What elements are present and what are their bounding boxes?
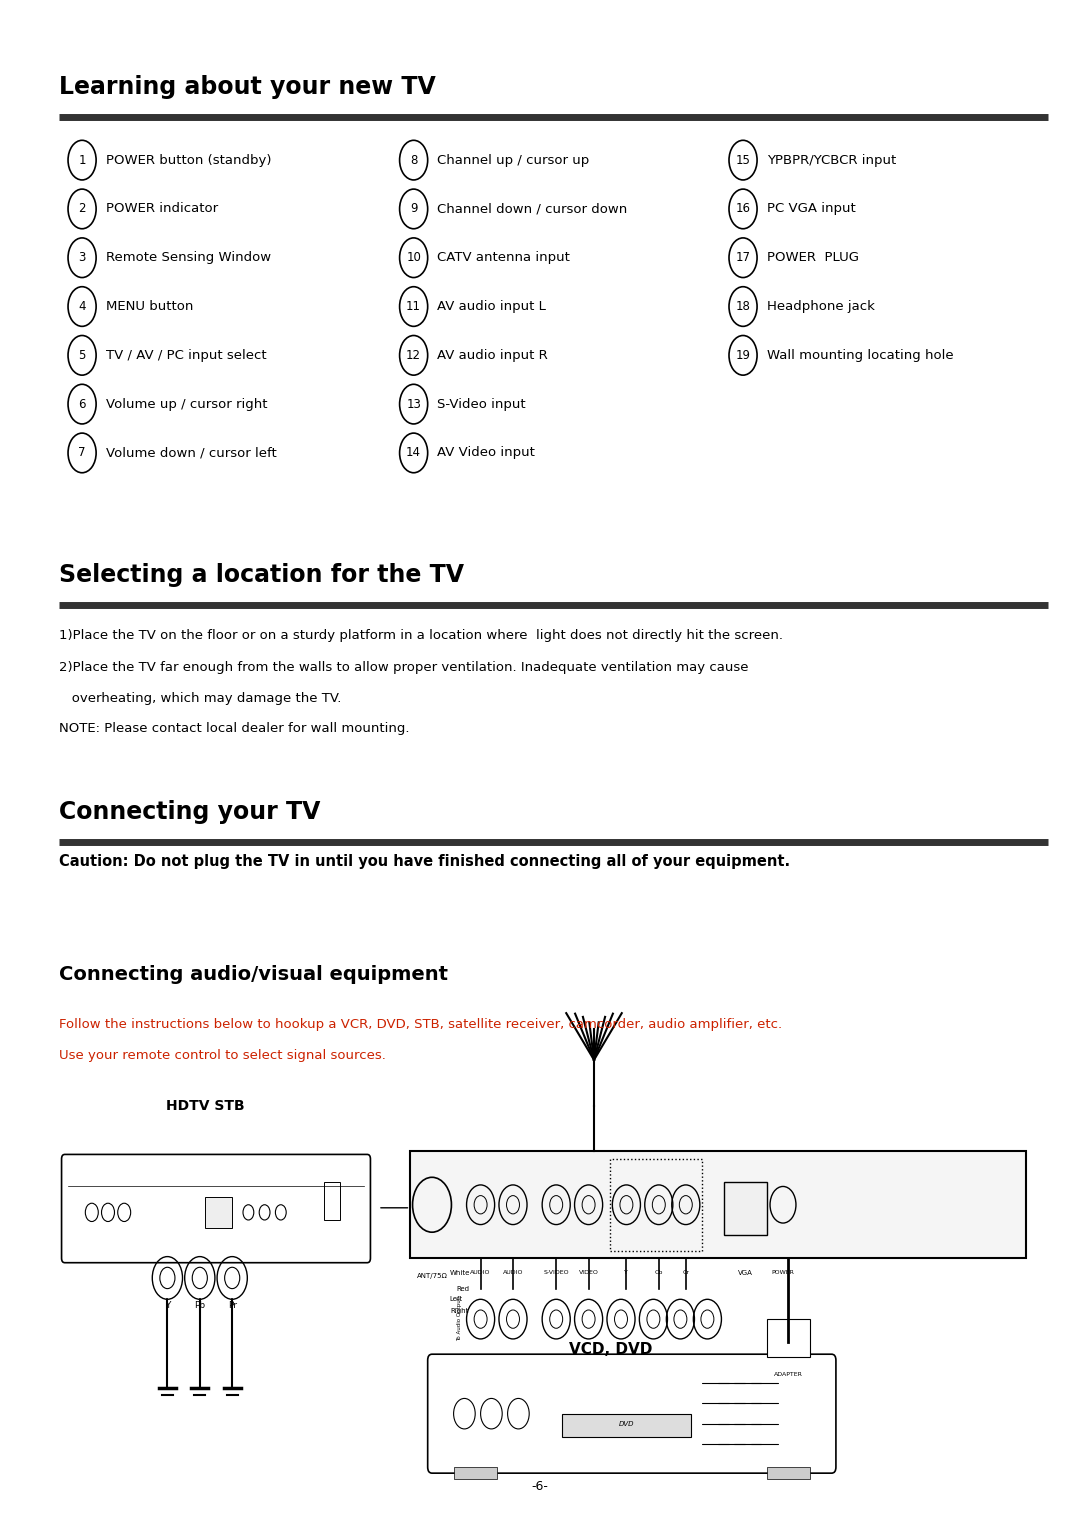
Text: TV / AV / PC input select: TV / AV / PC input select xyxy=(106,349,267,361)
Text: 11: 11 xyxy=(406,300,421,313)
Text: 8: 8 xyxy=(410,154,417,166)
Text: Wall mounting locating hole: Wall mounting locating hole xyxy=(767,349,954,361)
Text: VIDEO: VIDEO xyxy=(579,1270,598,1275)
Text: 14: 14 xyxy=(406,447,421,459)
Text: 2)Place the TV far enough from the walls to allow proper ventilation. Inadequate: 2)Place the TV far enough from the walls… xyxy=(59,662,748,674)
Text: Right: Right xyxy=(450,1308,469,1315)
Text: Volume up / cursor right: Volume up / cursor right xyxy=(106,398,268,410)
Text: 7: 7 xyxy=(79,447,85,459)
Bar xyxy=(205,1197,232,1228)
Text: Caution: Do not plug the TV in until you have finished connecting all of your eq: Caution: Do not plug the TV in until you… xyxy=(59,854,791,869)
Text: AUDIO: AUDIO xyxy=(471,1270,490,1275)
Text: Pr: Pr xyxy=(228,1301,237,1310)
Text: MENU button: MENU button xyxy=(106,300,193,313)
Text: 12: 12 xyxy=(406,349,421,361)
Text: ADAPTER: ADAPTER xyxy=(774,1372,802,1377)
Text: Volume down / cursor left: Volume down / cursor left xyxy=(106,447,276,459)
Text: Remote Sensing Window: Remote Sensing Window xyxy=(106,252,271,264)
Text: 4: 4 xyxy=(79,300,85,313)
Text: Channel up / cursor up: Channel up / cursor up xyxy=(437,154,590,166)
Text: ANT/75Ω: ANT/75Ω xyxy=(417,1273,447,1279)
Bar xyxy=(767,1319,810,1357)
Text: POWER  PLUG: POWER PLUG xyxy=(767,252,859,264)
Text: POWER indicator: POWER indicator xyxy=(106,203,218,215)
Text: DVD: DVD xyxy=(619,1421,634,1427)
Text: 18: 18 xyxy=(735,300,751,313)
Bar xyxy=(767,1467,810,1479)
Text: Connecting audio/visual equipment: Connecting audio/visual equipment xyxy=(59,965,448,984)
Text: 1)Place the TV on the floor or on a sturdy platform in a location where  light d: 1)Place the TV on the floor or on a stur… xyxy=(59,630,783,642)
Text: -6-: -6- xyxy=(531,1481,549,1493)
Text: overheating, which may damage the TV.: overheating, which may damage the TV. xyxy=(59,692,341,705)
Text: NOTE: Please contact local dealer for wall mounting.: NOTE: Please contact local dealer for wa… xyxy=(59,723,410,735)
Text: POWER button (standby): POWER button (standby) xyxy=(106,154,271,166)
Text: Pb: Pb xyxy=(194,1301,205,1310)
Text: 9: 9 xyxy=(410,203,417,215)
Text: Connecting your TV: Connecting your TV xyxy=(59,799,321,824)
Text: PC VGA input: PC VGA input xyxy=(767,203,855,215)
Bar xyxy=(410,1151,1026,1258)
Bar xyxy=(562,1414,691,1437)
Text: 5: 5 xyxy=(79,349,85,361)
Text: AV Video input: AV Video input xyxy=(437,447,536,459)
Text: 15: 15 xyxy=(735,154,751,166)
Bar xyxy=(454,1467,497,1479)
Text: Y: Y xyxy=(165,1301,170,1310)
Bar xyxy=(724,1182,767,1235)
Text: S-Video input: S-Video input xyxy=(437,398,526,410)
Text: Red: Red xyxy=(457,1286,470,1292)
Text: 19: 19 xyxy=(735,349,751,361)
Text: Follow the instructions below to hookup a VCR, DVD, STB, satellite receiver, cam: Follow the instructions below to hookup … xyxy=(59,1019,783,1031)
Bar xyxy=(610,1159,702,1250)
Text: 1: 1 xyxy=(79,154,85,166)
Text: Y: Y xyxy=(624,1270,629,1275)
Text: Learning about your new TV: Learning about your new TV xyxy=(59,75,436,99)
Bar xyxy=(324,1182,340,1220)
Text: AV audio input L: AV audio input L xyxy=(437,300,546,313)
Text: 2: 2 xyxy=(79,203,85,215)
Text: POWER: POWER xyxy=(771,1270,795,1275)
Text: 3: 3 xyxy=(79,252,85,264)
Text: VCD, DVD: VCD, DVD xyxy=(568,1342,652,1357)
Text: 10: 10 xyxy=(406,252,421,264)
Text: S-VIDEO: S-VIDEO xyxy=(543,1270,569,1275)
Text: AUDIO: AUDIO xyxy=(503,1270,523,1275)
Text: HDTV STB: HDTV STB xyxy=(166,1098,244,1113)
Text: Cr: Cr xyxy=(683,1270,689,1275)
Text: White: White xyxy=(449,1270,470,1276)
Text: AV audio input R: AV audio input R xyxy=(437,349,549,361)
Text: Headphone jack: Headphone jack xyxy=(767,300,875,313)
Text: CATV antenna input: CATV antenna input xyxy=(437,252,570,264)
FancyBboxPatch shape xyxy=(62,1154,370,1263)
Text: Selecting a location for the TV: Selecting a location for the TV xyxy=(59,563,464,587)
Text: To Audio Output: To Audio Output xyxy=(457,1298,462,1340)
Text: Use your remote control to select signal sources.: Use your remote control to select signal… xyxy=(59,1049,387,1061)
Text: Left: Left xyxy=(449,1296,462,1302)
Text: 17: 17 xyxy=(735,252,751,264)
Text: 16: 16 xyxy=(735,203,751,215)
Text: YPBPR/YCBCR input: YPBPR/YCBCR input xyxy=(767,154,896,166)
Text: Cb: Cb xyxy=(654,1270,663,1275)
FancyBboxPatch shape xyxy=(428,1354,836,1473)
Text: 6: 6 xyxy=(79,398,85,410)
Text: VGA: VGA xyxy=(738,1270,753,1276)
Text: 13: 13 xyxy=(406,398,421,410)
Text: Channel down / cursor down: Channel down / cursor down xyxy=(437,203,627,215)
